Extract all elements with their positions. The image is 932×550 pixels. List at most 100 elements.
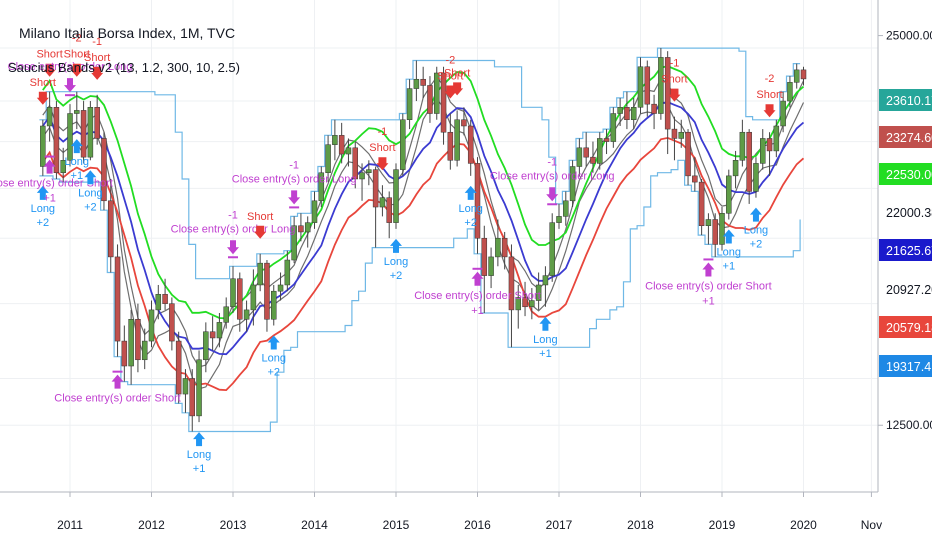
candle-body	[508, 256, 515, 311]
candle-body	[671, 128, 678, 139]
candle-body	[447, 131, 454, 161]
candle-body	[461, 119, 467, 127]
candle-body	[481, 237, 488, 276]
price-label-tag	[879, 126, 932, 148]
price-axis-panel	[878, 0, 932, 550]
candle-body	[495, 237, 501, 258]
candle-body	[332, 135, 338, 145]
candle-body	[304, 222, 311, 233]
signal-qty: +2	[37, 217, 50, 229]
candle-body	[434, 72, 440, 114]
signal-qty: -2	[72, 33, 82, 45]
candle-body	[406, 88, 413, 121]
candle-body	[345, 147, 352, 155]
close-arrow-icon	[702, 262, 715, 277]
candle-body	[651, 103, 657, 114]
candle-body	[515, 297, 521, 311]
candle-body	[597, 138, 603, 164]
short-arrow-icon	[763, 104, 776, 118]
time-tick-label: Nov	[861, 518, 882, 532]
long-arrow-icon	[70, 139, 83, 154]
candle-body	[338, 135, 345, 155]
signal-short-label: Short	[756, 89, 782, 101]
candle-body	[712, 219, 718, 245]
signal-close-label: Close entry(s) order Short	[54, 393, 181, 405]
close-arrow-icon	[288, 190, 301, 205]
short-arrow-icon	[91, 66, 104, 80]
signal-qty: +1	[723, 261, 736, 273]
signal-close-label: Close entry(s) order Short	[0, 178, 113, 190]
price-label-tag	[879, 355, 932, 377]
candle-body	[739, 131, 746, 161]
short-arrow-icon	[451, 82, 464, 96]
signal-long-label: Long	[533, 334, 557, 346]
channel-lower-line	[39, 159, 801, 433]
candle-body	[692, 175, 698, 183]
candle-body	[698, 181, 705, 226]
price-label-text: 19317.41	[886, 360, 932, 374]
price-tick-label: 25000.00	[886, 29, 932, 43]
signal-qty: -2	[765, 73, 775, 85]
price-label-text: 21625.67	[886, 244, 932, 258]
signal-qty: +1	[702, 295, 715, 307]
candle-body	[94, 107, 100, 139]
price-label-text: 23274.60	[886, 131, 932, 145]
candle-body	[678, 131, 684, 139]
time-tick-label: 2016	[464, 518, 491, 532]
short-arrow-icon	[254, 225, 267, 239]
candle-body	[141, 340, 148, 361]
time-tick-label: 2020	[790, 518, 817, 532]
long-arrow-icon	[267, 335, 280, 350]
candle-body	[189, 378, 195, 417]
candle-body	[440, 72, 447, 133]
candle-body	[400, 119, 406, 170]
price-label-text: 23610.17	[886, 94, 932, 108]
symbol-status-dot	[8, 30, 16, 38]
candle-body	[366, 169, 372, 173]
candle-body	[637, 66, 644, 108]
candle-body	[529, 300, 535, 308]
candle-body	[705, 219, 712, 226]
signal-qty: +2	[750, 239, 763, 251]
signal-short-label: Short	[30, 77, 56, 89]
close-arrow-icon	[43, 159, 56, 174]
signal-short-label: Short	[444, 67, 470, 79]
candle-body	[685, 131, 691, 177]
candle-body	[230, 278, 236, 308]
signal-close-label: Close entry(s) order Short	[414, 290, 541, 302]
signal-close-label: Close entry(s) order Long	[171, 223, 296, 235]
signal-short-label: Short	[437, 71, 463, 83]
candle-body	[603, 138, 610, 142]
signal-long-label: Long	[65, 156, 89, 168]
price-label-tag	[879, 316, 932, 338]
time-tick-label: 2014	[301, 518, 328, 532]
long-arrow-icon	[539, 316, 552, 331]
green-band-line	[42, 65, 805, 320]
candle-body	[53, 107, 60, 173]
signal-long-label: Long	[187, 449, 211, 461]
candle-body	[318, 172, 325, 202]
candle-body	[624, 107, 630, 121]
signal-short-label: Short	[369, 142, 395, 154]
candle-body	[630, 107, 637, 121]
candle-body	[610, 113, 617, 142]
candle-body	[664, 57, 671, 130]
candle-body	[209, 331, 216, 339]
candle-body	[556, 216, 562, 223]
candle-body	[393, 169, 399, 223]
channel-upper-line	[39, 47, 801, 280]
indicator-legend[interactable]: Saucius Bands v2 (13, 1.2, 300, 10, 2.5)	[8, 60, 240, 75]
candle-body	[352, 147, 358, 180]
candle-body	[760, 138, 766, 164]
close-arrow-icon	[111, 374, 124, 389]
candle-body	[569, 166, 576, 202]
candle-body	[60, 160, 66, 173]
candle-body	[780, 100, 786, 127]
long-arrow-icon	[193, 432, 206, 447]
candle-body	[216, 322, 223, 339]
signal-long-label: Long	[31, 203, 55, 215]
signal-qty: -1	[289, 159, 299, 171]
long-arrow-icon	[84, 170, 97, 185]
close-marker	[547, 203, 558, 206]
